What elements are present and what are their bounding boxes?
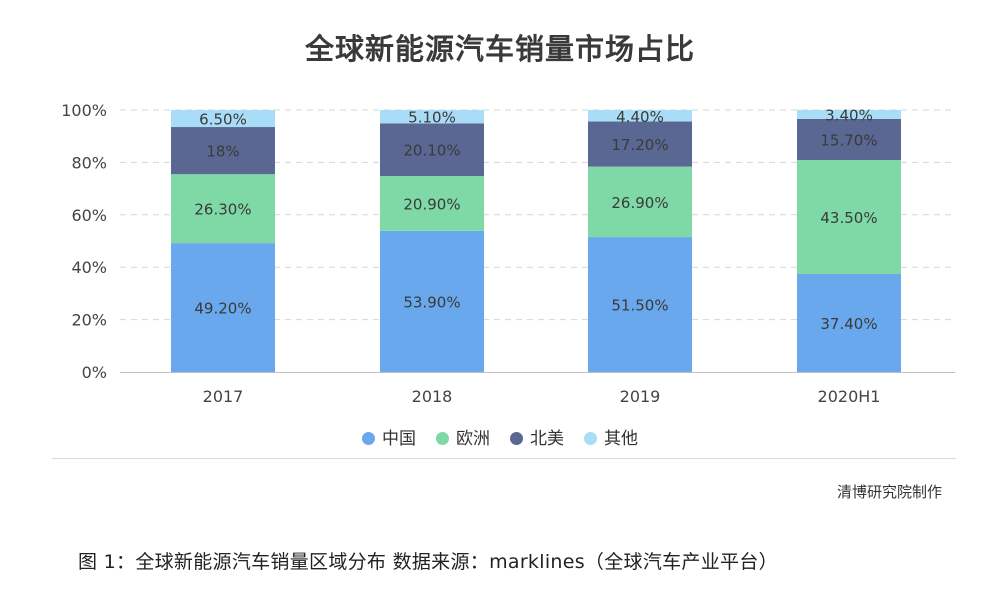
legend-item: 中国	[362, 424, 416, 449]
bar-segment	[797, 118, 901, 161]
data-label: 4.40%	[616, 108, 664, 126]
data-label: 53.90%	[403, 293, 460, 311]
stacked-bar-chart: 49.20% 26.30% 18% 6.50% 53.90% 20.90% 20.10% 5.…	[61, 101, 955, 406]
bar-segment	[380, 230, 484, 372]
x-tick-label: 2019	[620, 387, 661, 406]
legend-swatch-icon	[510, 432, 523, 445]
bar-segment	[380, 110, 484, 124]
x-tick-label: 2018	[412, 387, 453, 406]
bar-segment	[588, 110, 692, 122]
bar-segment	[171, 243, 275, 372]
data-label: 43.50%	[820, 209, 877, 227]
bar-segment	[797, 110, 901, 119]
data-label: 5.10%	[408, 109, 456, 127]
bar-segment	[171, 127, 275, 175]
bar-segment	[171, 110, 275, 128]
legend-item: 欧洲	[436, 424, 490, 449]
y-tick-label: 80%	[71, 153, 107, 172]
data-label: 20.90%	[403, 195, 460, 213]
legend-label: 欧洲	[456, 429, 490, 449]
bar-segment	[380, 176, 484, 231]
bar-segment	[797, 160, 901, 275]
chart-title: 全球新能源汽车销量市场占比	[304, 32, 695, 66]
x-tick-label: 2020H1	[818, 387, 881, 406]
data-label: 17.20%	[611, 136, 668, 154]
data-label: 49.20%	[194, 300, 251, 318]
credit-text: 清博研究院制作	[836, 483, 942, 501]
legend-swatch-icon	[362, 432, 375, 445]
legend-label: 中国	[382, 429, 416, 449]
y-tick-label: 20%	[71, 311, 107, 330]
x-tick-label: 2017	[203, 387, 244, 406]
legend-label: 北美	[530, 429, 564, 449]
legend-item: 其他	[584, 424, 638, 449]
bar-segment	[588, 121, 692, 167]
legend-label: 其他	[604, 429, 638, 449]
data-label: 15.70%	[820, 131, 877, 149]
bar-segment	[797, 274, 901, 372]
legend-item: 北美	[510, 424, 564, 449]
y-tick-label: 40%	[71, 258, 107, 277]
data-label: 26.30%	[194, 201, 251, 219]
bar-segment	[588, 237, 692, 372]
data-label: 37.40%	[820, 315, 877, 333]
divider	[52, 458, 956, 459]
figure-caption: 图 1：全球新能源汽车销量区域分布 数据来源：marklines（全球汽车产业平…	[78, 551, 778, 573]
legend-swatch-icon	[584, 432, 597, 445]
data-label: 51.50%	[611, 297, 668, 315]
chart-legend: 中国 欧洲 北美 其他	[0, 424, 1000, 449]
data-label: 20.10%	[403, 142, 460, 160]
bar-segment	[588, 166, 692, 238]
data-label: 3.40%	[825, 106, 873, 124]
legend-swatch-icon	[436, 432, 449, 445]
y-tick-label: 100%	[61, 101, 107, 120]
bar-segment	[171, 174, 275, 244]
data-label: 26.90%	[611, 194, 668, 212]
data-label: 6.50%	[199, 111, 247, 129]
y-tick-label: 60%	[71, 206, 107, 225]
data-label: 18%	[206, 143, 239, 161]
bar-segment	[380, 123, 484, 177]
y-tick-label: 0%	[82, 363, 107, 382]
